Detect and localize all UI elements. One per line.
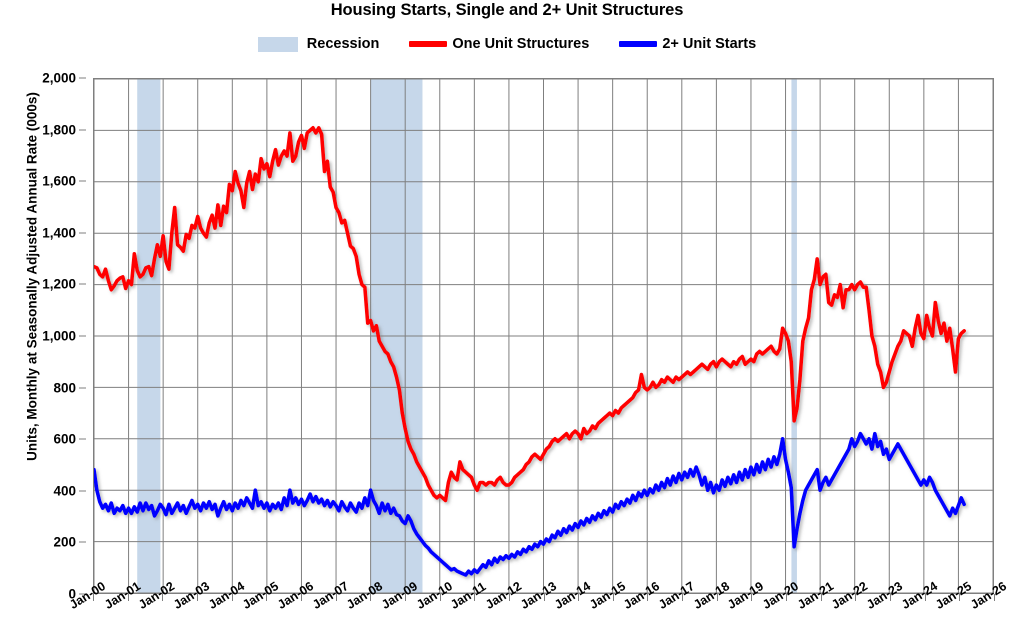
y-tick-label: 400 bbox=[53, 483, 76, 499]
y-tick-label: 1,400 bbox=[42, 225, 76, 241]
y-axis-tick-labels: 0 200 400 600 800 1,000 1,200 1,400 1,600 1,800 2,… bbox=[0, 71, 86, 602]
x-tick-mark bbox=[820, 594, 822, 601]
x-tick-mark bbox=[647, 594, 649, 601]
x-tick-mark bbox=[127, 594, 129, 601]
y-tick-mark bbox=[79, 232, 86, 234]
x-tick-mark bbox=[751, 594, 753, 601]
x-tick-mark bbox=[612, 594, 614, 601]
x-tick-mark bbox=[196, 594, 198, 601]
x-tick-mark bbox=[578, 594, 580, 601]
legend-label-recession: Recession bbox=[306, 36, 380, 52]
y-tick-label: 600 bbox=[53, 431, 76, 447]
series-canvas bbox=[94, 79, 993, 593]
y-tick-label: 800 bbox=[53, 380, 76, 396]
y-tick-mark bbox=[79, 490, 86, 492]
y-tick-label: 200 bbox=[53, 534, 76, 550]
x-tick-mark bbox=[474, 594, 476, 601]
x-tick-mark bbox=[994, 594, 995, 601]
y-tick-mark bbox=[79, 593, 86, 595]
x-tick-mark bbox=[924, 594, 926, 601]
x-tick-mark bbox=[855, 594, 857, 601]
x-tick-mark bbox=[508, 594, 510, 601]
x-tick-mark bbox=[266, 594, 268, 601]
y-tick-label: 1,200 bbox=[42, 276, 76, 292]
x-tick-mark bbox=[682, 594, 684, 601]
x-tick-mark bbox=[716, 594, 718, 601]
x-tick-mark bbox=[959, 594, 961, 601]
y-tick-label: 0 bbox=[68, 586, 76, 602]
legend-label-one-unit: One Unit Structures bbox=[452, 36, 590, 52]
y-tick-label: 1,800 bbox=[42, 122, 76, 138]
recession-swatch-icon bbox=[257, 36, 298, 52]
x-tick-mark bbox=[231, 594, 233, 601]
y-tick-mark bbox=[79, 387, 86, 389]
series-line-one-unit-structures bbox=[94, 126, 966, 503]
y-tick-mark bbox=[79, 129, 86, 131]
chart-title: Housing Starts, Single and 2+ Unit Struc… bbox=[330, 1, 684, 19]
plot-area bbox=[93, 78, 994, 594]
y-tick-mark bbox=[79, 438, 86, 440]
x-tick-mark bbox=[370, 594, 372, 601]
y-tick-mark bbox=[79, 180, 86, 182]
legend-item-recession: Recession bbox=[257, 36, 380, 52]
y-tick-label: 2,000 bbox=[42, 70, 76, 86]
y-tick-label: 1,600 bbox=[42, 173, 76, 189]
x-tick-mark bbox=[93, 594, 94, 601]
x-tick-mark bbox=[300, 594, 302, 601]
x-tick-mark bbox=[404, 594, 406, 601]
y-tick-mark bbox=[79, 77, 86, 79]
x-axis-tick-labels: Jan-00 Jan-01 Jan-02 Jan-03 Jan-04 Jan-05 Jan-… bbox=[0, 579, 1014, 630]
y-tick-mark bbox=[79, 283, 86, 285]
y-tick-label: 1,000 bbox=[42, 328, 76, 344]
legend-label-two-plus-unit: 2+ Unit Starts bbox=[662, 36, 757, 52]
chart-legend: Recession One Unit Structures 2+ Unit St… bbox=[0, 36, 1014, 52]
y-tick-mark bbox=[79, 541, 86, 543]
legend-item-one-unit: One Unit Structures bbox=[409, 36, 589, 52]
two-plus-unit-line-swatch-icon bbox=[619, 41, 658, 47]
legend-item-two-plus-unit: 2+ Unit Starts bbox=[619, 36, 756, 52]
y-tick-mark bbox=[79, 335, 86, 337]
x-tick-mark bbox=[786, 594, 788, 601]
x-tick-mark bbox=[162, 594, 164, 601]
series-line-2-unit-starts bbox=[94, 431, 966, 577]
one-unit-line-swatch-icon bbox=[409, 41, 448, 47]
x-tick-mark bbox=[439, 594, 441, 601]
x-tick-mark bbox=[543, 594, 545, 601]
x-tick-mark bbox=[335, 594, 337, 601]
x-tick-mark bbox=[890, 594, 892, 601]
